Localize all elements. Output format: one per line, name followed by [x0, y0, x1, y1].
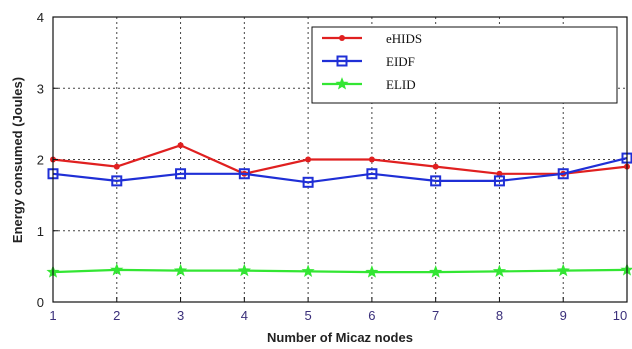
x-tick-labels: 1 2 3 4 5 6 7 8 9 10 [49, 297, 628, 323]
x-tick-label: 1 [49, 308, 56, 323]
x-tick-label: 4 [241, 308, 248, 323]
y-tick-label: 2 [37, 153, 44, 168]
y-axis-label: Energy consumed (Joules) [10, 77, 25, 243]
series-line [52, 144, 628, 175]
legend-swatch-marker [339, 35, 345, 41]
legend-entry-ehids: eHIDS [322, 31, 422, 46]
data-point [175, 168, 187, 180]
legend-entry-elid: ELID [322, 77, 416, 92]
data-point [113, 163, 120, 170]
legend-swatch-marker [335, 77, 349, 90]
data-point [365, 265, 379, 278]
x-tick-label: 2 [113, 308, 120, 323]
data-point [366, 168, 378, 180]
data-point [301, 264, 315, 277]
data-point [111, 175, 123, 187]
data-point [496, 170, 503, 177]
x-tick-label: 6 [368, 308, 375, 323]
data-point [492, 264, 507, 277]
data-point [493, 175, 505, 187]
data-point [556, 263, 570, 277]
x-tick-label: 3 [177, 308, 184, 323]
legend-swatch-marker [336, 55, 348, 67]
y-tick-label: 1 [37, 224, 44, 239]
data-point [432, 163, 439, 170]
data-point [429, 265, 443, 278]
y-tick-label: 0 [37, 295, 44, 310]
data-point [368, 156, 375, 163]
legend-label: eHIDS [386, 31, 422, 46]
x-tick-label: 10 [613, 308, 627, 323]
x-tick-label: 8 [496, 308, 503, 323]
data-point [302, 176, 314, 188]
data-point [430, 175, 442, 187]
x-tick-label: 9 [560, 308, 567, 323]
y-tick-labels: 0 1 2 3 4 [37, 10, 58, 310]
x-axis-label: Number of Micaz nodes [267, 330, 413, 345]
legend-label: EIDF [386, 54, 415, 69]
data-point [173, 263, 188, 277]
data-point [177, 142, 184, 149]
x-tick-label: 5 [304, 308, 311, 323]
legend-box [311, 26, 618, 104]
x-tick-label: 7 [432, 308, 439, 323]
data-point [237, 263, 251, 277]
data-point [238, 168, 250, 180]
series-line [52, 268, 628, 274]
data-point [557, 168, 569, 180]
legend-entry-eidf: EIDF [322, 54, 415, 69]
y-tick-label: 4 [37, 10, 44, 25]
legend: eHIDS EIDF ELID [311, 26, 618, 104]
y-tick-label: 3 [37, 81, 44, 96]
series-line [52, 157, 628, 184]
legend-label: ELID [386, 77, 416, 92]
data-point [305, 156, 312, 163]
data-point [110, 262, 124, 276]
